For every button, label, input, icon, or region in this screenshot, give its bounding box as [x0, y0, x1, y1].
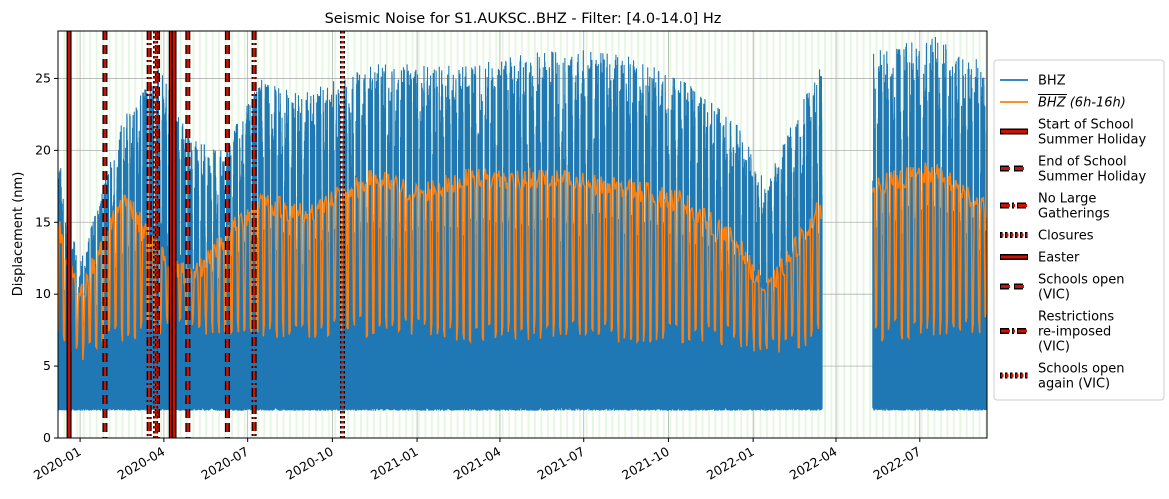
weekend-band: [237, 31, 240, 438]
x-tick-label: 2020-04: [115, 444, 168, 483]
weekend-band: [218, 31, 221, 438]
weekend-band: [804, 31, 807, 438]
y-tick-label: 0: [43, 430, 51, 445]
weekend-band: [82, 31, 85, 438]
weekend-band: [740, 31, 743, 438]
x-tick-label: 2022-04: [787, 444, 840, 483]
weekend-band: [766, 31, 768, 438]
weekend-band: [205, 31, 208, 438]
x-axis: 2020-01 2020-04 2020-07 2020-10 2021-01 2021-…: [31, 438, 923, 483]
legend-label: No Large: [1038, 192, 1096, 207]
y-axis: 0 5 10 15 20 25: [35, 70, 58, 445]
weekend-band: [289, 31, 291, 438]
weekend-band: [778, 31, 781, 438]
x-tick-label: 2020-10: [283, 444, 336, 483]
weekend-band: [231, 31, 233, 438]
weekend-band: [179, 31, 182, 438]
weekend-band: [192, 31, 195, 438]
weekend-band: [95, 31, 98, 438]
weekend-band: [727, 31, 730, 438]
weekend-band: [753, 31, 755, 438]
x-tick-label: 2021-10: [619, 444, 672, 483]
weekend-band: [211, 31, 214, 438]
legend-label: Easter: [1038, 251, 1080, 266]
x-tick-label: 2022-01: [704, 444, 757, 483]
legend-label: Schools open: [1038, 273, 1125, 288]
weekend-band: [243, 31, 246, 438]
y-tick-label: 25: [35, 70, 51, 85]
weekend-band: [134, 31, 137, 438]
weekend-band: [824, 31, 826, 438]
weekend-band: [301, 31, 304, 438]
weekend-band: [108, 31, 111, 438]
weekend-band: [746, 31, 749, 438]
chart-title: Seismic Noise for S1.AUKSC..BHZ - Filter…: [325, 11, 722, 27]
legend-label: (VIC): [1038, 288, 1070, 303]
weekend-band: [759, 31, 762, 438]
weekend-band: [733, 31, 736, 438]
x-tick-label: 2020-07: [198, 444, 251, 483]
weekend-band: [198, 31, 201, 438]
weekend-band: [849, 31, 852, 438]
legend-label: Schools open: [1038, 362, 1125, 377]
bhz-series: [58, 36, 987, 411]
weekend-band: [830, 31, 833, 438]
legend-label: BHZ (6h-16h): [1038, 96, 1126, 111]
bhz-line: [58, 36, 987, 411]
y-tick-label: 20: [35, 142, 51, 157]
x-tick-label: 2021-04: [451, 444, 504, 483]
x-tick-label: 2021-07: [534, 444, 587, 483]
weekend-band: [147, 31, 150, 438]
legend-label: Summer Holiday: [1038, 133, 1146, 148]
weekend-band: [836, 31, 839, 438]
legend-label: End of School: [1038, 155, 1127, 170]
legend-label: (VIC): [1038, 340, 1070, 355]
weekend-band: [772, 31, 775, 438]
x-tick-label: 2022-07: [871, 444, 924, 483]
plot-frame: [57, 30, 988, 439]
weekend-band: [862, 31, 865, 438]
weekend-band: [695, 31, 697, 438]
weekend-band: [708, 31, 710, 438]
weekend-band: [76, 31, 79, 438]
legend-label: BHZ: [1038, 74, 1066, 89]
weekend-band: [785, 31, 788, 438]
weekend-band: [714, 31, 717, 438]
legend-label: Summer Holiday: [1038, 170, 1146, 185]
legend-label: Start of School: [1038, 118, 1134, 133]
legend-frame: [993, 59, 1165, 401]
weekend-band: [856, 31, 859, 438]
weekend-band: [140, 31, 143, 438]
event-markers: [66, 31, 346, 438]
legend-label: Closures: [1038, 229, 1094, 244]
y-axis-label: Displacement (nm): [11, 172, 26, 297]
legend-label: Restrictions: [1038, 310, 1114, 325]
weekend-band: [798, 31, 801, 438]
x-tick-label: 2021-01: [368, 444, 421, 483]
legend-label: Gatherings: [1038, 207, 1110, 222]
weekend-band: [166, 31, 169, 438]
weekend-band: [843, 31, 846, 438]
y-tick-label: 10: [35, 286, 51, 301]
y-tick-label: 15: [35, 214, 51, 229]
weekend-band: [63, 31, 66, 438]
legend-label: again (VIC): [1038, 377, 1110, 392]
weekend-band: [89, 31, 92, 438]
bhz-mean-series: [58, 162, 987, 361]
weekend-band: [720, 31, 723, 438]
x-tick-label: 2020-01: [31, 444, 84, 483]
legend-label: re-imposed: [1038, 325, 1111, 340]
weekend-band: [869, 31, 871, 438]
weekend-band: [791, 31, 794, 438]
y-tick-label: 5: [43, 358, 51, 373]
bhz-mean-line: [58, 162, 987, 361]
